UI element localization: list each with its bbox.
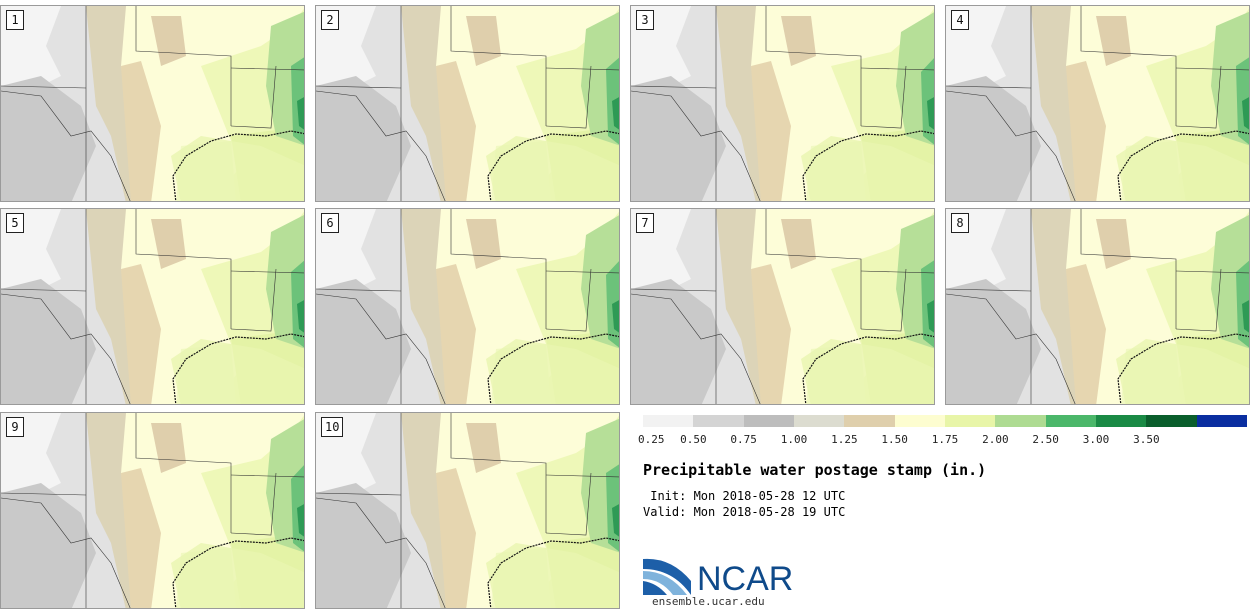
member-number-label: 8 <box>951 213 969 233</box>
ensemble-member-map: 9 <box>0 412 305 609</box>
ensemble-member-map: 8 <box>945 208 1250 405</box>
colorbar-segment <box>844 415 895 427</box>
colorbar-tick-label: 1.50 <box>881 433 908 446</box>
colorbar-ticks: 0.25 0.50 0.75 1.00 1.25 1.50 1.75 2.00 2.50 3.00… <box>638 433 1247 447</box>
colorbar-segment <box>1146 415 1197 427</box>
colorbar-tick-label: 0.25 <box>638 433 665 446</box>
colorbar-segment <box>793 415 845 427</box>
member-number-label: 6 <box>321 213 339 233</box>
member-number-label: 3 <box>636 10 654 30</box>
member-number-label: 9 <box>6 417 24 437</box>
colorbar-tick-label: 1.25 <box>831 433 858 446</box>
ncar-logo: NCAR <box>643 553 793 599</box>
member-number-label: 10 <box>321 417 344 437</box>
ensemble-member-map: 5 <box>0 208 305 405</box>
colorbar-tick-label: 1.75 <box>931 433 959 446</box>
valid-time: Valid: Mon 2018-05-28 19 UTC <box>643 505 846 519</box>
colorbar-tick-label: 3.00 <box>1082 433 1110 446</box>
chart-title: Precipitable water postage stamp (in.) <box>643 461 987 479</box>
ensemble-member-map: 3 <box>630 5 935 202</box>
colorbar-segment <box>643 415 694 427</box>
colorbar-tick-label: 0.50 <box>680 433 707 446</box>
colorbar-segment <box>1045 415 1096 427</box>
site-url: ensemble.ucar.edu <box>652 595 765 608</box>
colorbar-tick-label: 0.75 <box>730 433 757 446</box>
ensemble-member-map: 2 <box>315 5 620 202</box>
colorbar-segment <box>743 415 794 427</box>
ensemble-member-map: 10 <box>315 412 620 609</box>
colorbar-tick-label: 2.00 <box>982 433 1009 446</box>
ensemble-member-map: 6 <box>315 208 620 405</box>
colorbar-segment <box>693 415 744 427</box>
ensemble-member-map: 1 <box>0 5 305 202</box>
member-number-label: 5 <box>6 213 24 233</box>
colorbar-tick-label: 1.00 <box>780 433 808 446</box>
colorbar-segment <box>1095 415 1147 427</box>
ensemble-member-map: 4 <box>945 5 1250 202</box>
colorbar-segment <box>894 415 945 427</box>
member-number-label: 1 <box>6 10 24 30</box>
colorbar-segment <box>995 415 1046 427</box>
colorbar-segment <box>1196 415 1247 427</box>
colorbar-segment <box>944 415 996 427</box>
colorbar-tick-label: 2.50 <box>1032 433 1059 446</box>
init-time: Init: Mon 2018-05-28 12 UTC <box>643 489 846 503</box>
member-number-label: 4 <box>951 10 969 30</box>
ensemble-member-map: 7 <box>630 208 935 405</box>
colorbar-tick-label: 3.50 <box>1133 433 1160 446</box>
ncar-logo-text: NCAR <box>697 560 793 595</box>
colorbar <box>643 415 1247 427</box>
member-number-label: 7 <box>636 213 654 233</box>
member-number-label: 2 <box>321 10 339 30</box>
